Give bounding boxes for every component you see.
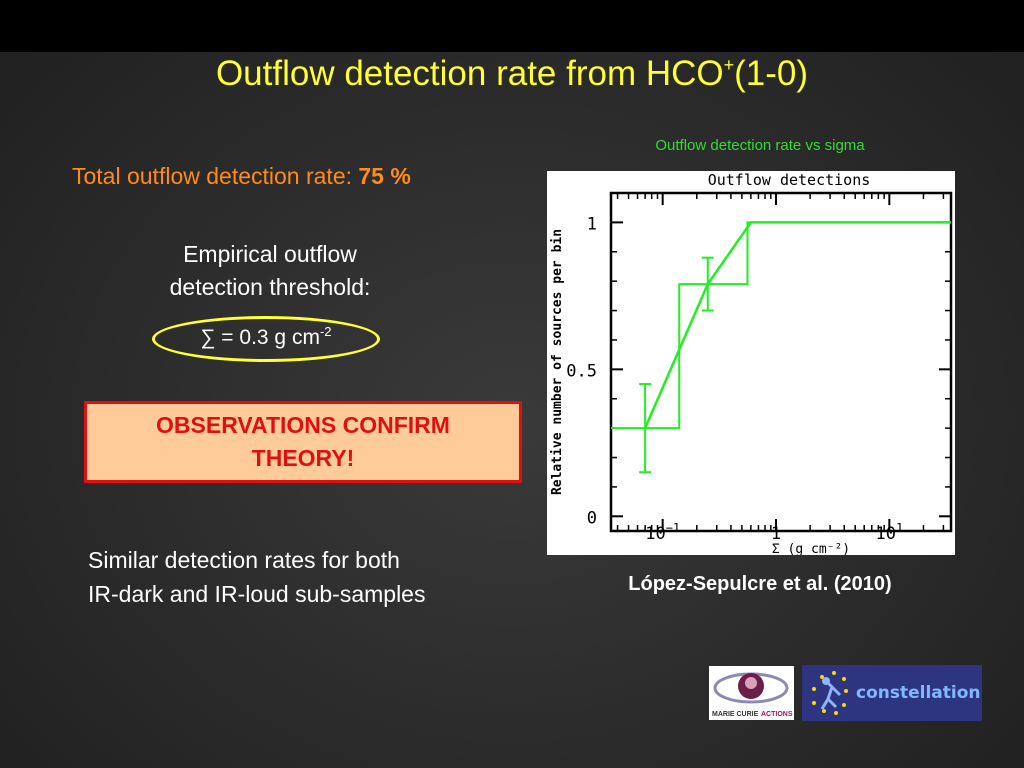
slide-title: Outflow detection rate from HCO+(1-0) bbox=[0, 54, 1024, 94]
marie-curie-logo: MARIE CURIE ACTIONS bbox=[709, 666, 794, 720]
threshold-line-2: detection threshold: bbox=[169, 274, 371, 300]
sigma-text: ∑ = 0.3 g cm bbox=[200, 326, 320, 349]
similar-line-1: Similar detection rates for both bbox=[88, 547, 400, 573]
similar-rates-text: Similar detection rates for both IR-dark… bbox=[88, 543, 528, 611]
x-tick-label-0: 10−1 bbox=[645, 521, 680, 544]
sigma-threshold-value: ∑ = 0.3 g cm-2 bbox=[152, 324, 380, 350]
logo-mc-line-2: ACTIONS bbox=[761, 711, 793, 718]
confirm-box: OBSERVATIONS CONFIRM THEORY! bbox=[84, 401, 522, 483]
y-tick-label-2: 1 bbox=[587, 214, 597, 234]
total-rate: Total outflow detection rate: 75 % bbox=[72, 163, 411, 190]
confirm-line-1: OBSERVATIONS CONFIRM bbox=[156, 412, 450, 438]
y-tick-label-0: 0 bbox=[587, 508, 597, 528]
top-bar bbox=[0, 0, 1024, 52]
histogram-step bbox=[611, 221, 951, 430]
x-axis-label: Σ (g cm⁻²) bbox=[772, 542, 850, 555]
threshold-line-1: Empirical outflow bbox=[183, 241, 357, 267]
threshold-text: Empirical outflow detection threshold: bbox=[120, 238, 420, 304]
plot-frame bbox=[609, 191, 953, 533]
total-rate-value: 75 % bbox=[358, 163, 411, 189]
title-tail: (1-0) bbox=[734, 54, 809, 93]
y-tick-label-1: 0.5 bbox=[566, 361, 597, 381]
series-line-0 bbox=[643, 221, 951, 429]
chart-title: Outflow detections bbox=[708, 171, 871, 189]
x-tick-label-2: 101 bbox=[875, 521, 903, 544]
highlight-ellipse bbox=[152, 316, 380, 362]
total-rate-label: Total outflow detection rate: bbox=[72, 163, 359, 189]
x-tick-label-1: 1 bbox=[771, 524, 781, 544]
logo-constellation-text: constellation bbox=[856, 683, 981, 703]
confirm-line-2: THEORY! bbox=[251, 445, 355, 471]
detection-chart: Outflow detections 0 0.5 1 10−1 1 101 Relative… bbox=[550, 171, 953, 557]
title-main: Outflow detection rate from HCO bbox=[215, 54, 724, 93]
chart-caption: Outflow detection rate vs sigma bbox=[655, 137, 865, 154]
similar-line-2: IR-dark and IR-loud sub-samples bbox=[88, 581, 426, 607]
citation: López-Sepulcre et al. (2010) bbox=[628, 573, 892, 595]
constellation-logo: constellation bbox=[802, 665, 982, 721]
title-superscript: + bbox=[723, 55, 735, 75]
plot-panel: Outflow detections 0 0.5 1 10−1 1 101 Relative… bbox=[547, 171, 955, 557]
logo-mc-line-1: MARIE CURIE bbox=[712, 711, 759, 718]
y-axis-label: Relative number of sources per bin bbox=[550, 229, 565, 495]
sigma-superscript: -2 bbox=[319, 324, 332, 339]
